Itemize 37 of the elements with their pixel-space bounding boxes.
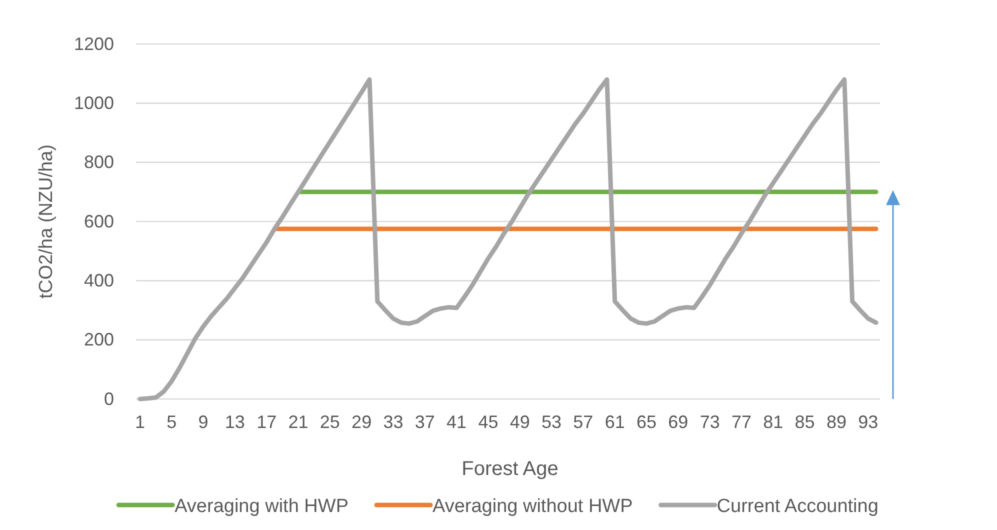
x-tick-label: 13 <box>224 412 245 432</box>
line-series <box>138 77 878 402</box>
x-tick-label: 65 <box>636 412 657 432</box>
legend-label: Averaging without HWP <box>432 496 633 517</box>
x-tick-label: 5 <box>166 412 177 432</box>
x-tick-label: 37 <box>414 412 435 432</box>
x-tick-label: 77 <box>731 412 752 432</box>
x-tick-label: 49 <box>510 412 530 432</box>
x-tick-label: 61 <box>604 412 625 432</box>
x-tick-label: 93 <box>858 412 878 432</box>
x-tick-label: 53 <box>542 412 562 432</box>
y-axis-title: tCO2/ha (NZU/ha) <box>36 144 57 299</box>
x-tick-label: 89 <box>826 412 846 432</box>
x-tick-label: 41 <box>446 412 467 432</box>
legend-label: Averaging with HWP <box>174 496 348 517</box>
y-tick-label: 1000 <box>74 92 114 113</box>
x-tick-label: 33 <box>383 412 404 432</box>
y-tick-label: 400 <box>84 270 114 290</box>
y-tick-label: 200 <box>84 330 114 350</box>
x-tick-label: 57 <box>573 412 594 432</box>
y-tick-label: 0 <box>104 388 114 409</box>
x-tick-label: 25 <box>320 412 340 432</box>
x-tick-label: 1 <box>134 412 145 432</box>
legend-label: Current Accounting <box>716 496 878 517</box>
x-tick-label: 29 <box>352 412 372 432</box>
y-tick-label: 800 <box>84 152 114 172</box>
x-axis-title: Forest Age <box>462 458 558 480</box>
y-tick-label: 1200 <box>74 34 114 54</box>
x-tick-label: 21 <box>288 412 308 432</box>
x-tick-label: 9 <box>198 412 208 432</box>
x-tick-label: 81 <box>763 412 784 432</box>
x-tick-label: 45 <box>478 412 498 432</box>
x-tick-label: 73 <box>700 412 720 432</box>
x-tick-label: 85 <box>794 412 815 432</box>
y-tick-label: 600 <box>84 211 114 232</box>
x-tick-label: 69 <box>668 412 688 432</box>
x-tick-label: 17 <box>256 412 277 432</box>
